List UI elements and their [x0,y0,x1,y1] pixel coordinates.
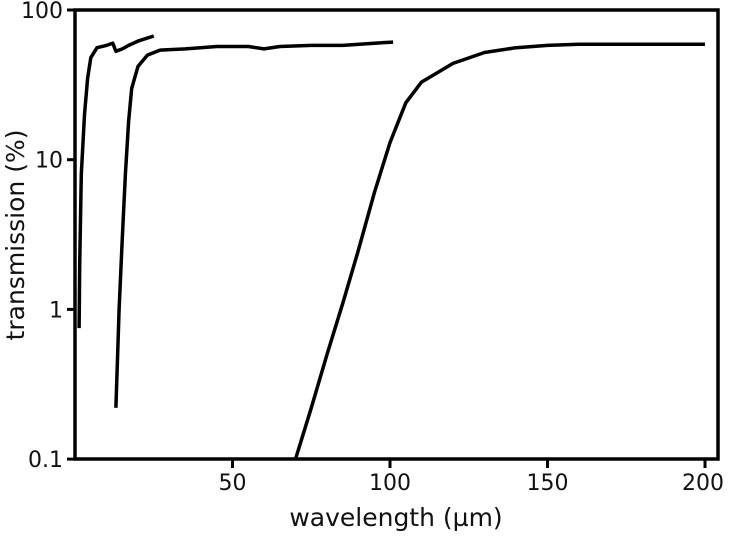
y-axis-title: transmission (%) [1,130,30,341]
transmission-line-curve-3 [293,42,705,460]
x-tick-label: 50 [219,471,247,496]
y-tick-label: 10 [35,149,63,174]
y-tick-label: 0.1 [28,448,63,473]
x-axis-ticks: 50 100 150 200 [219,459,724,496]
x-axis-title: wavelength (µm) [289,503,502,532]
y-tick-label: 1 [49,298,63,323]
transmission-line-curve-1 [77,34,155,329]
transmission-line-curve-2 [114,40,394,408]
y-tick-label: 100 [21,0,63,24]
x-tick-label: 100 [369,471,411,496]
plot-frame [73,8,720,461]
x-tick-label: 200 [682,471,724,496]
plot-lines [77,34,705,460]
x-tick-label: 150 [527,471,569,496]
y-axis-ticks: 0.1 1 10 100 [21,0,75,473]
